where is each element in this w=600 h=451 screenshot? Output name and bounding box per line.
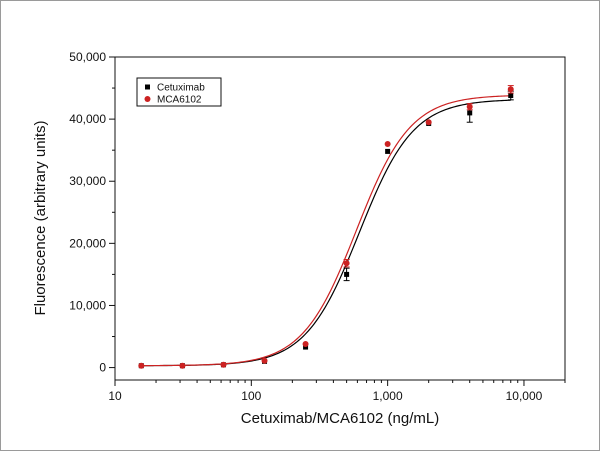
x-tick-label: 10,000 — [506, 389, 543, 403]
y-tick-label: 50,000 — [69, 50, 106, 64]
data-point — [343, 260, 350, 267]
data-point — [220, 361, 227, 368]
data-point — [302, 340, 309, 347]
data-point — [261, 357, 268, 364]
fit-curve — [138, 95, 511, 367]
data-point — [179, 362, 186, 369]
legend-box — [136, 77, 222, 107]
x-tick-label: 100 — [241, 389, 261, 403]
legend-marker — [144, 96, 151, 102]
data-point — [507, 86, 514, 93]
legend-label: MCA6102 — [157, 95, 202, 106]
legend-marker — [145, 84, 150, 90]
data-point — [384, 140, 391, 147]
y-tick-label: 30,000 — [69, 174, 106, 188]
y-axis-title: Fluorescence (arbitrary units) — [32, 120, 49, 315]
plot-area — [114, 56, 566, 381]
data-point — [508, 93, 514, 99]
data-point — [138, 362, 145, 369]
legend-label: Cetuximab — [157, 83, 205, 94]
data-point — [385, 148, 391, 154]
x-tick-label: 10 — [108, 389, 122, 403]
data-point — [466, 103, 473, 110]
data-point — [467, 110, 473, 116]
data-point — [303, 344, 309, 350]
y-tick-label: 20,000 — [69, 236, 106, 250]
x-axis-title: Cetuximab/MCA6102 (ng/mL) — [241, 410, 439, 427]
data-point — [344, 271, 350, 277]
y-tick-label: 40,000 — [69, 112, 106, 126]
y-tick-label: 0 — [99, 361, 106, 375]
x-tick-label: 1,000 — [373, 389, 403, 403]
data-point — [425, 119, 432, 126]
y-tick-label: 10,000 — [69, 298, 106, 312]
